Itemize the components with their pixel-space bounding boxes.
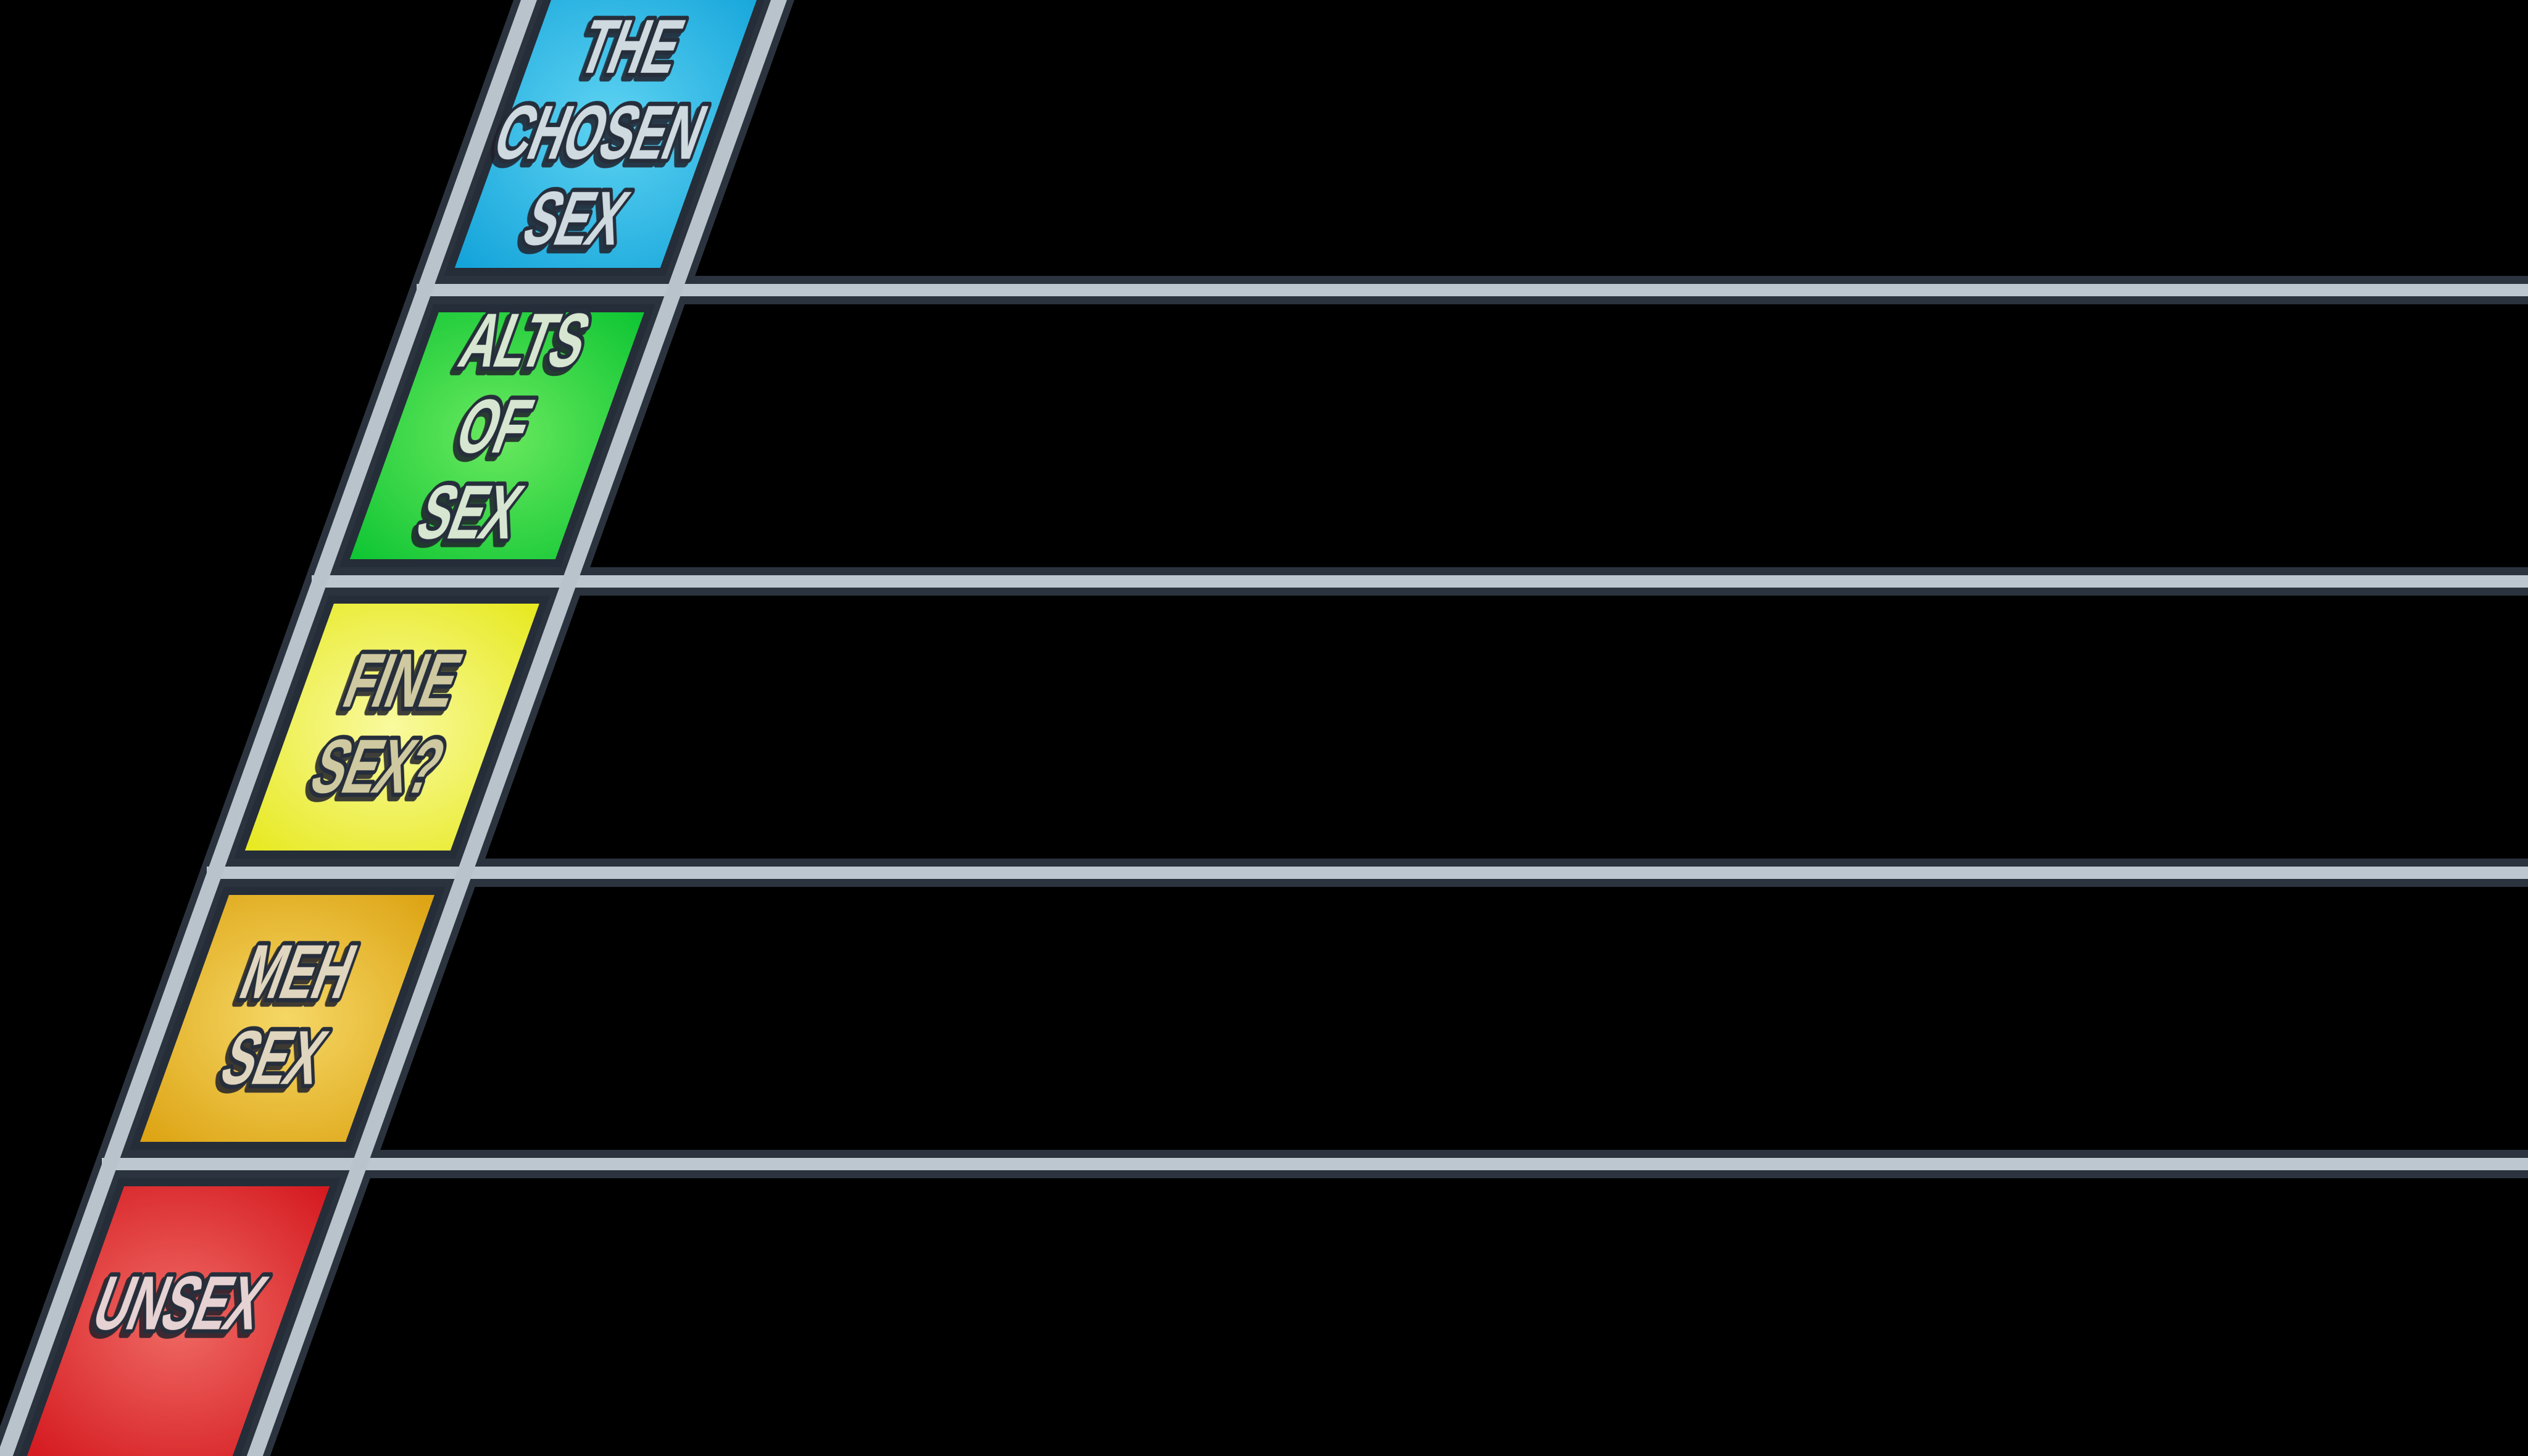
svg-text:UNSEX: UNSEX	[83, 1260, 277, 1346]
row-line-3	[207, 867, 2528, 879]
tier-row-3[interactable]: FINE SEX?	[234, 596, 551, 859]
tier-1-box[interactable]	[454, 0, 764, 268]
tier-2-box[interactable]	[349, 312, 644, 559]
tier-3-box[interactable]	[244, 604, 539, 851]
row-line-4	[102, 1158, 2528, 1170]
tier-5-label: UNSEX	[79, 1257, 280, 1349]
row-line-1	[417, 284, 2528, 296]
tier-row-1[interactable]: THE CHOSEN SEX	[444, 0, 775, 276]
right-rail	[246, 0, 787, 1456]
tier-row-2[interactable]: ALTS OF SEX	[339, 294, 655, 567]
tier-row-5[interactable]: UNSEX	[19, 1178, 341, 1456]
tier-4-box[interactable]	[140, 895, 434, 1142]
row-lines	[102, 284, 2528, 1170]
left-rail	[0, 0, 537, 1456]
tier-5-label-line-1: UNSEX	[83, 1260, 277, 1346]
row-line-2	[312, 575, 2528, 588]
tier-row-4[interactable]: MEH SEX	[129, 887, 446, 1150]
tier-5-box[interactable]	[27, 1186, 330, 1456]
tier-1-label-line-2: CHOSEN	[484, 89, 717, 175]
